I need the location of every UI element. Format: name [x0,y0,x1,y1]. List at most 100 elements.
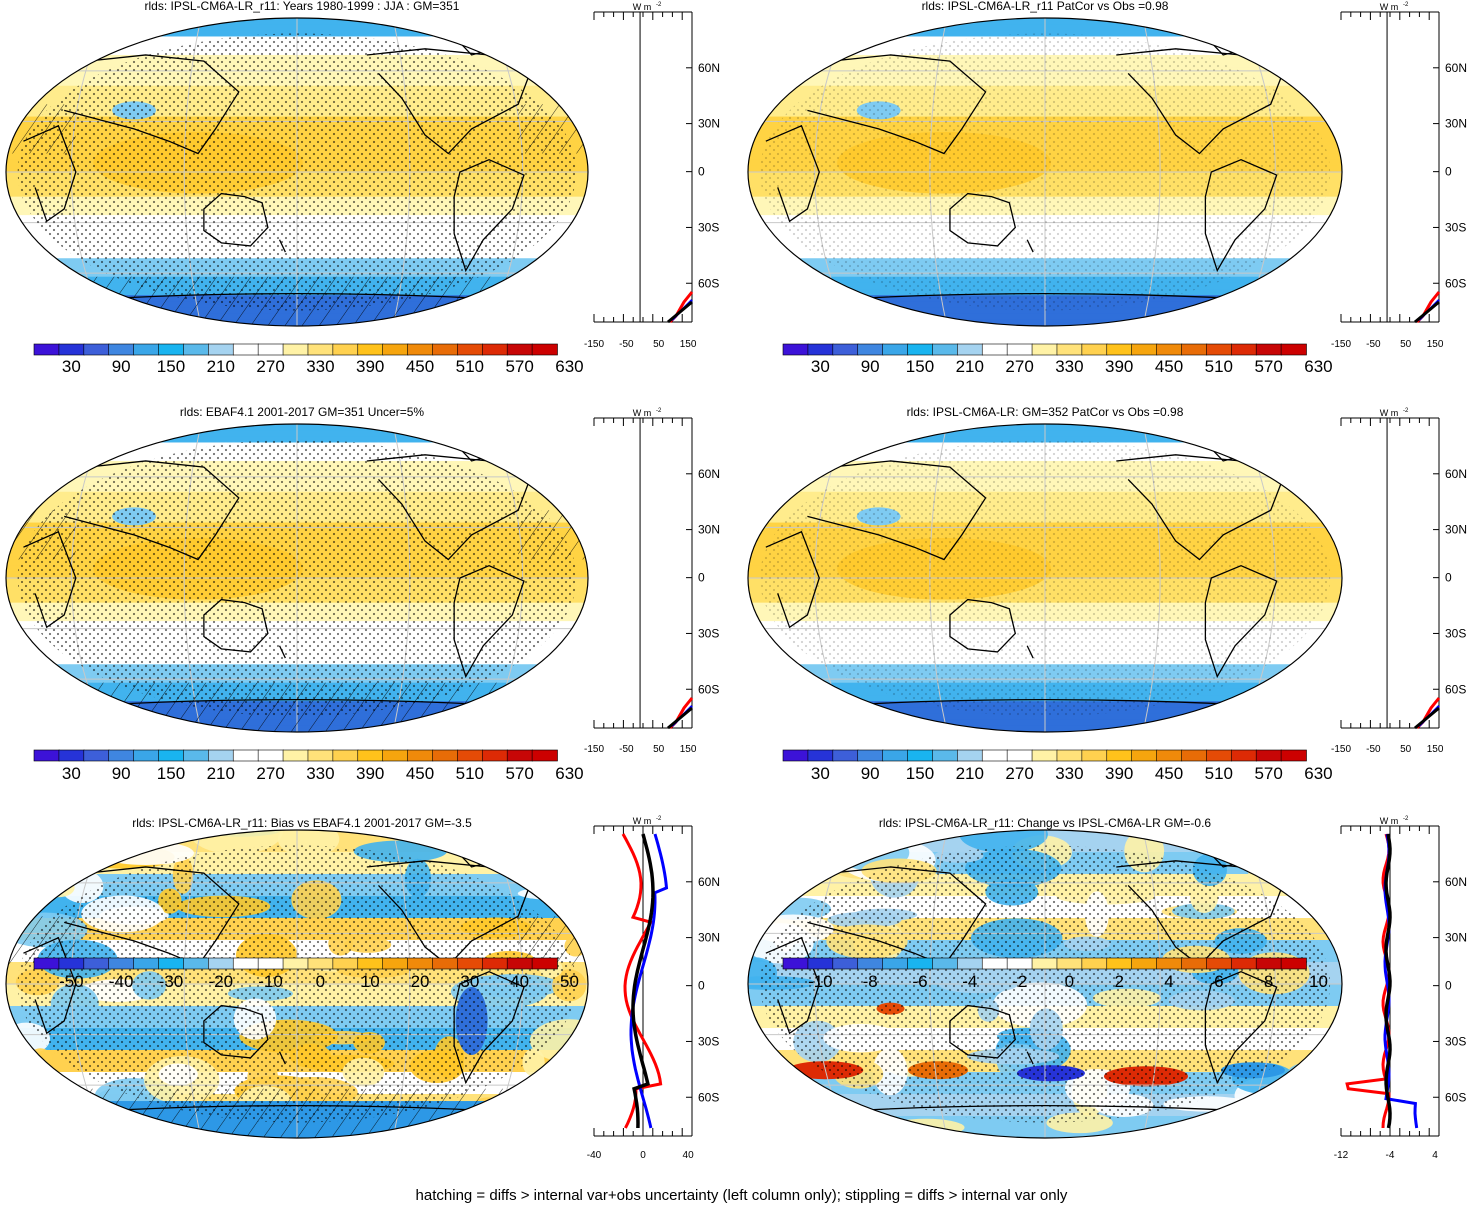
colorbar-swatch [1131,343,1158,356]
zonal-x-tick-label: -4 [1386,1150,1395,1161]
colorbar-tick-label: 150 [906,357,934,376]
colorbar-swatch [307,749,334,762]
zonal-lat-label: 0 [1445,571,1452,585]
zonal-x-tick-label: 50 [1400,744,1412,755]
asia-coast [34,866,240,967]
map-outline [747,17,1343,327]
zonal-lat-label: 30S [1445,220,1466,234]
map-field [6,18,588,326]
zonal-lat-label: 60N [698,61,720,75]
colorbar-tick-label: 630 [555,764,583,783]
colorbar-swatch [882,749,909,762]
colorbar-swatch [282,957,309,970]
zonal-profile-obs [667,300,693,324]
colorbar-swatch [332,749,359,762]
colorbar-swatch [1106,957,1133,970]
colorbar-tick-label: 510 [456,764,484,783]
colorbar-tick-label: 330 [306,357,334,376]
field-patch [1257,1113,1295,1138]
zonal-unit-exponent: -2 [656,816,662,822]
colorbar-swatch [407,957,434,970]
field-patch [748,1114,827,1138]
colorbar-tick-label: 390 [356,357,384,376]
colorbar-swatch [58,343,85,356]
colorbar-swatch [1230,749,1257,762]
colorbar-tick-label: 570 [1254,764,1282,783]
colorbar-6: -10 -8 -6 -4 -2 0 2 4 6 8 10 [782,957,1328,991]
colorbar-swatch [832,749,859,762]
colorbar-swatch [981,343,1008,356]
hatching [6,104,76,154]
colorbar-tick-label: 270 [1005,764,1033,783]
colorbar-tick-label: 0 [1065,972,1074,991]
colorbar-swatch [531,343,558,356]
zonal-lat-label: 30S [1445,1034,1466,1048]
colorbar-swatch [832,957,859,970]
new-zealand-coast [278,239,286,253]
colorbar-swatch [1255,957,1282,970]
colorbar-swatch [108,749,135,762]
map-outline [5,17,589,327]
colorbar-tick-label: 50 [560,972,579,991]
colorbar-tick-label: 270 [1005,357,1033,376]
zonal-lat-label: 30S [1445,626,1466,640]
zonal-lat-label: 60S [698,682,719,696]
colorbar-swatch [807,749,834,762]
zonal-unit-exponent: -2 [656,2,662,8]
colorbar-swatch [1031,749,1058,762]
colorbar-swatch [83,749,110,762]
colorbar-swatch [1230,343,1257,356]
zonal-unit-exponent: -2 [1403,2,1409,8]
colorbar-swatch [357,343,384,356]
colorbar-swatch [83,957,110,970]
colorbar-swatch [957,749,984,762]
zonal-mean-panel-1: W m -2 60N 30N 0 30S 60S -150 -50 50 150 [584,2,720,350]
map-outline [5,829,589,1139]
colorbar-swatch [1081,343,1108,356]
zonal-x-tick-label: 50 [1400,339,1412,350]
new-zealand-coast [1026,645,1034,659]
colorbar-swatch [957,343,984,356]
colorbar-swatch [382,957,409,970]
zonal-x-tick-label: -50 [1366,339,1381,350]
colorbar-swatch [907,957,934,970]
zonal-lat-label: 30S [698,220,719,234]
colorbar-swatch [1255,343,1282,356]
colorbar-tick-label: 330 [1055,357,1083,376]
stippling [759,33,1331,311]
colorbar-swatch [1280,343,1307,356]
colorbar-tick-label: 330 [306,764,334,783]
zonal-mean-panel-3: W m -2 60N 30N 0 30S 60S -150 -50 50 150 [584,408,720,755]
colorbar-swatch [457,749,484,762]
colorbar-swatch [1255,749,1282,762]
colorbar-tick-label: 150 [157,764,185,783]
colorbar-tick-label: 150 [157,357,185,376]
colorbar-swatch [1006,343,1033,356]
colorbar-swatch [857,749,884,762]
colorbar-3: 30 90 150 210 270 330 390 450 510 570 630 [33,749,584,783]
colorbar-swatch [481,957,508,970]
colorbar-swatch [33,957,60,970]
field-patch [1247,847,1291,891]
stippling [759,845,1331,1123]
zonal-lat-label: 0 [698,571,705,585]
colorbar-tick-label: 450 [406,357,434,376]
south-america-coast [453,564,525,679]
colorbar-swatch [1106,749,1133,762]
colorbar-swatch [807,957,834,970]
zonal-lat-label: 30N [1445,931,1467,945]
colorbar-swatch [1280,957,1307,970]
colorbar-swatch [1056,343,1083,356]
zonal-lat-label: 60S [698,1090,719,1104]
new-zealand-coast [1026,239,1034,253]
zonal-x-tick-label: 50 [653,339,665,350]
colorbar-swatch [531,749,558,762]
colorbar-tick-label: 90 [112,764,131,783]
colorbar-swatch [1156,749,1183,762]
colorbar-tick-label: 450 [1155,357,1183,376]
colorbar-swatch [782,749,809,762]
zonal-lat-label: 30N [698,117,720,131]
colorbar-swatch [782,343,809,356]
colorbar-swatch [432,343,459,356]
colorbar-tick-label: 210 [207,764,235,783]
